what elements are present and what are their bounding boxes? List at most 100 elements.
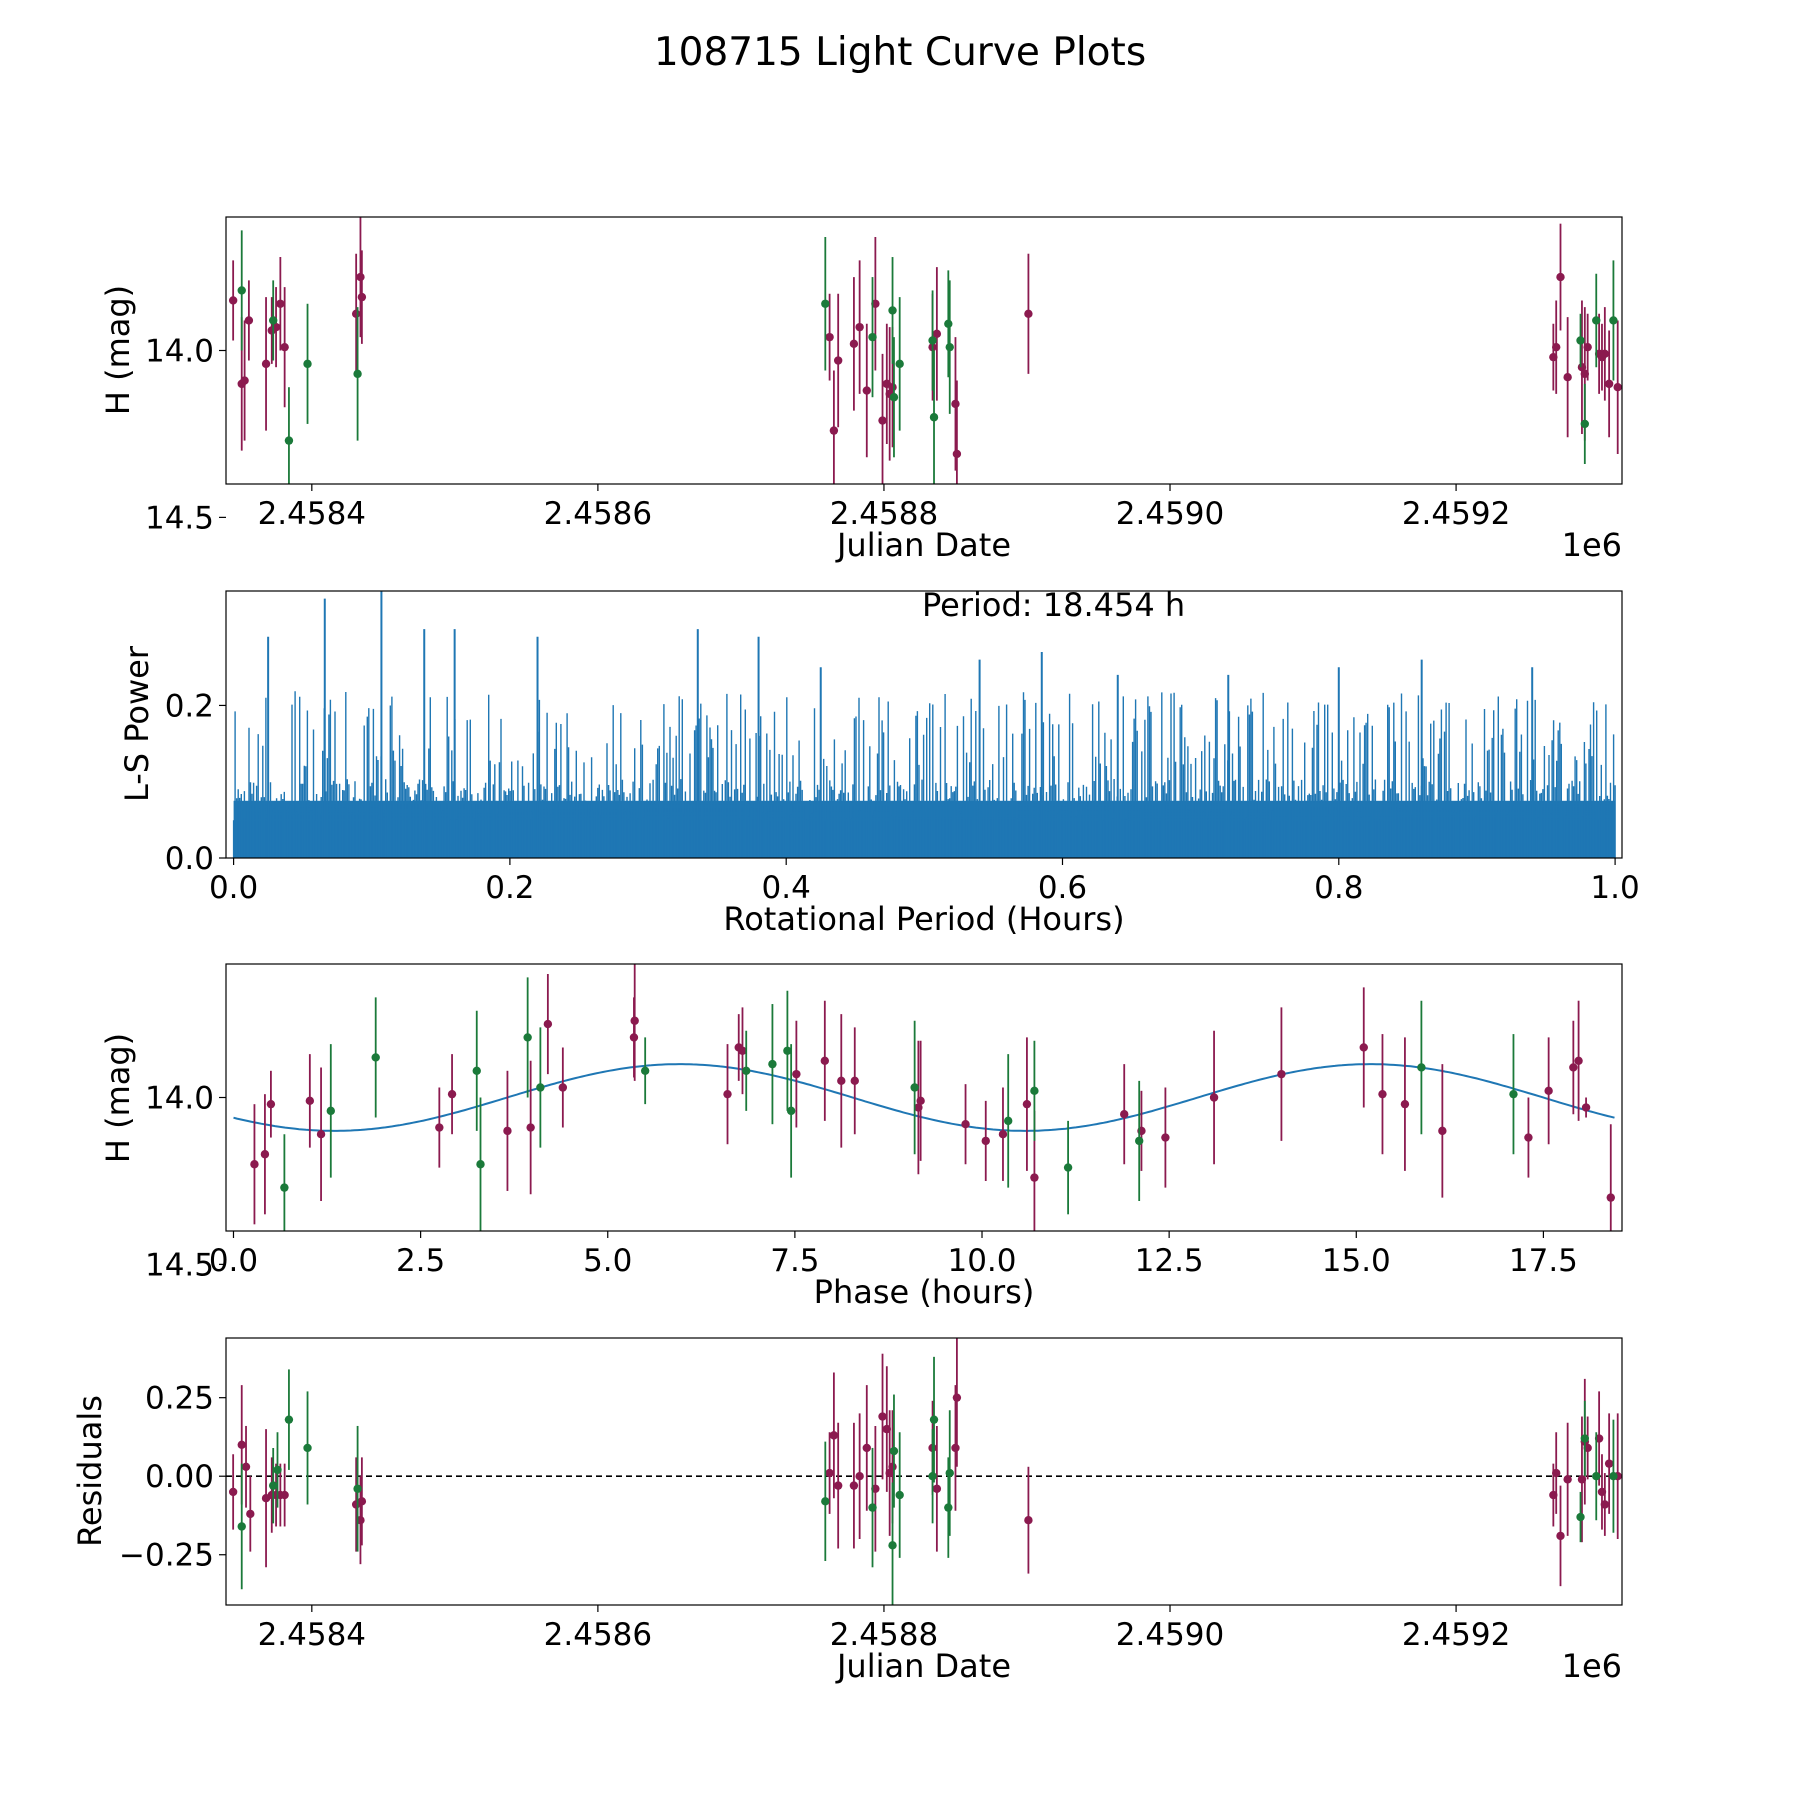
panel-lightcurve: 2.4584 2.4586 2.4588 2.4590 2.4592 14.5 14.0 J… xyxy=(99,216,1623,564)
r-point xyxy=(1024,309,1033,318)
g-point xyxy=(269,316,278,325)
g-point xyxy=(1030,1086,1039,1096)
residuals-xtick-label: 2.4590 xyxy=(1116,1617,1224,1653)
model-curve xyxy=(233,1063,1615,1132)
r-point xyxy=(1583,342,1592,352)
g-point xyxy=(371,1053,380,1062)
g-point xyxy=(269,1481,278,1490)
lightcurve-frame xyxy=(225,216,1623,485)
phased-xtick-label: 12.5 xyxy=(1135,1243,1204,1279)
r-point xyxy=(888,1462,897,1471)
g-point xyxy=(1592,1472,1601,1481)
lightcurve-offset-label: 1e6 xyxy=(1562,526,1622,564)
g-point xyxy=(945,342,954,352)
periodogram-ytick-label: 0.0 xyxy=(165,841,214,877)
periodogram-xtick-label: 0.8 xyxy=(1314,870,1363,906)
r-point xyxy=(1600,1500,1610,1509)
r-point xyxy=(829,1431,839,1440)
residuals-xtick-label: 2.4588 xyxy=(830,1617,938,1653)
r-point xyxy=(240,376,249,385)
r-point xyxy=(952,1393,962,1402)
periodogram-line xyxy=(232,591,1616,858)
g-point xyxy=(742,1066,751,1076)
g-point xyxy=(868,1503,877,1512)
r-point xyxy=(862,386,871,395)
residuals-ticks: 2.4584 2.4586 2.4588 2.4590 2.4592 0.25 0.00 −0… xyxy=(119,1381,1510,1653)
r-point xyxy=(1120,1109,1129,1119)
g-point xyxy=(1609,316,1618,325)
g-point xyxy=(280,1183,289,1192)
r-point xyxy=(855,322,864,332)
g-point xyxy=(353,369,362,379)
residuals-offset-label: 1e6 xyxy=(1562,1647,1622,1685)
r-point xyxy=(792,1069,801,1079)
r-point xyxy=(1378,1089,1387,1099)
r-point xyxy=(1030,1173,1039,1182)
r-point xyxy=(276,299,285,308)
r-point xyxy=(237,1440,246,1450)
panel-periodogram: 0.0 0.2 0.4 0.6 0.8 1.0 0.0 0.2 Period: 18.454 … xyxy=(118,586,1640,938)
r-point xyxy=(1604,1459,1614,1468)
periodogram-trace xyxy=(232,691,1616,858)
periodogram-xtick-label: 0.0 xyxy=(209,870,258,906)
phased-points xyxy=(233,964,1615,1231)
g-point xyxy=(889,1446,899,1456)
r-point xyxy=(316,1130,326,1139)
panel-phased: 0.0 2.5 5.0 7.5 10.0 12.5 15.0 17.5 14.5 14.0 Pha… xyxy=(99,963,1623,1311)
phased-xtick-label: 5.0 xyxy=(583,1243,632,1279)
g-point xyxy=(273,1465,282,1475)
g-point xyxy=(895,359,904,369)
r-point xyxy=(1359,1043,1368,1052)
r-point xyxy=(723,1089,732,1099)
g-point xyxy=(1580,1434,1590,1443)
r-point xyxy=(849,339,859,349)
r-point xyxy=(1606,1193,1615,1202)
g-point xyxy=(888,1541,897,1550)
r-point xyxy=(932,329,942,339)
r-point xyxy=(356,272,365,282)
lightcurve-points xyxy=(228,217,1622,484)
lightcurve-xtick-label: 2.4586 xyxy=(544,496,652,532)
r-point xyxy=(357,1497,367,1506)
r-point xyxy=(825,332,834,342)
r-point xyxy=(837,1076,846,1086)
r-point xyxy=(250,1160,259,1169)
g-point xyxy=(1417,1063,1426,1072)
phased-ticks: 0.0 2.5 5.0 7.5 10.0 12.5 15.0 17.5 14.5 14.0 xyxy=(145,1081,1578,1284)
residuals-xlabel: Julian Date xyxy=(835,1647,1011,1685)
lightcurve-xtick-label: 2.4592 xyxy=(1402,496,1510,532)
residuals-ylabel: Residuals xyxy=(71,1395,109,1547)
g-point xyxy=(868,332,877,342)
g-point xyxy=(895,1490,904,1500)
lightcurve-ytick-label: 14.5 xyxy=(145,500,214,536)
r-point xyxy=(1524,1133,1533,1142)
g-point xyxy=(1576,336,1585,345)
lightcurve-xlabel: Julian Date xyxy=(835,526,1011,564)
r-point xyxy=(833,1481,843,1490)
r-point xyxy=(1438,1126,1447,1136)
g-point xyxy=(1609,1472,1618,1481)
g-point xyxy=(944,1503,953,1512)
periodogram-xtick-label: 1.0 xyxy=(1590,870,1639,906)
g-point xyxy=(768,1059,777,1069)
residuals-xtick-label: 2.4584 xyxy=(258,1617,366,1653)
r-point xyxy=(1581,1103,1591,1112)
phased-ytick-label: 14.5 xyxy=(145,1247,214,1283)
r-point xyxy=(260,1150,270,1159)
r-point xyxy=(1574,1056,1583,1065)
r-point xyxy=(1277,1069,1286,1079)
g-point xyxy=(476,1160,485,1169)
r-point xyxy=(1161,1133,1170,1142)
g-point xyxy=(928,1472,937,1481)
g-point xyxy=(1580,419,1590,429)
r-point xyxy=(820,1056,830,1065)
g-point xyxy=(523,1033,532,1042)
r-point xyxy=(1569,1063,1578,1072)
phased-xtick-label: 17.5 xyxy=(1509,1243,1578,1279)
r-point xyxy=(932,1484,942,1493)
r-point xyxy=(543,1019,553,1029)
residuals-ytick-label: 0.25 xyxy=(145,1381,214,1417)
g-point xyxy=(640,1066,650,1076)
lightcurve-ytick-label: 14.0 xyxy=(145,334,214,370)
r-point xyxy=(1552,342,1561,352)
